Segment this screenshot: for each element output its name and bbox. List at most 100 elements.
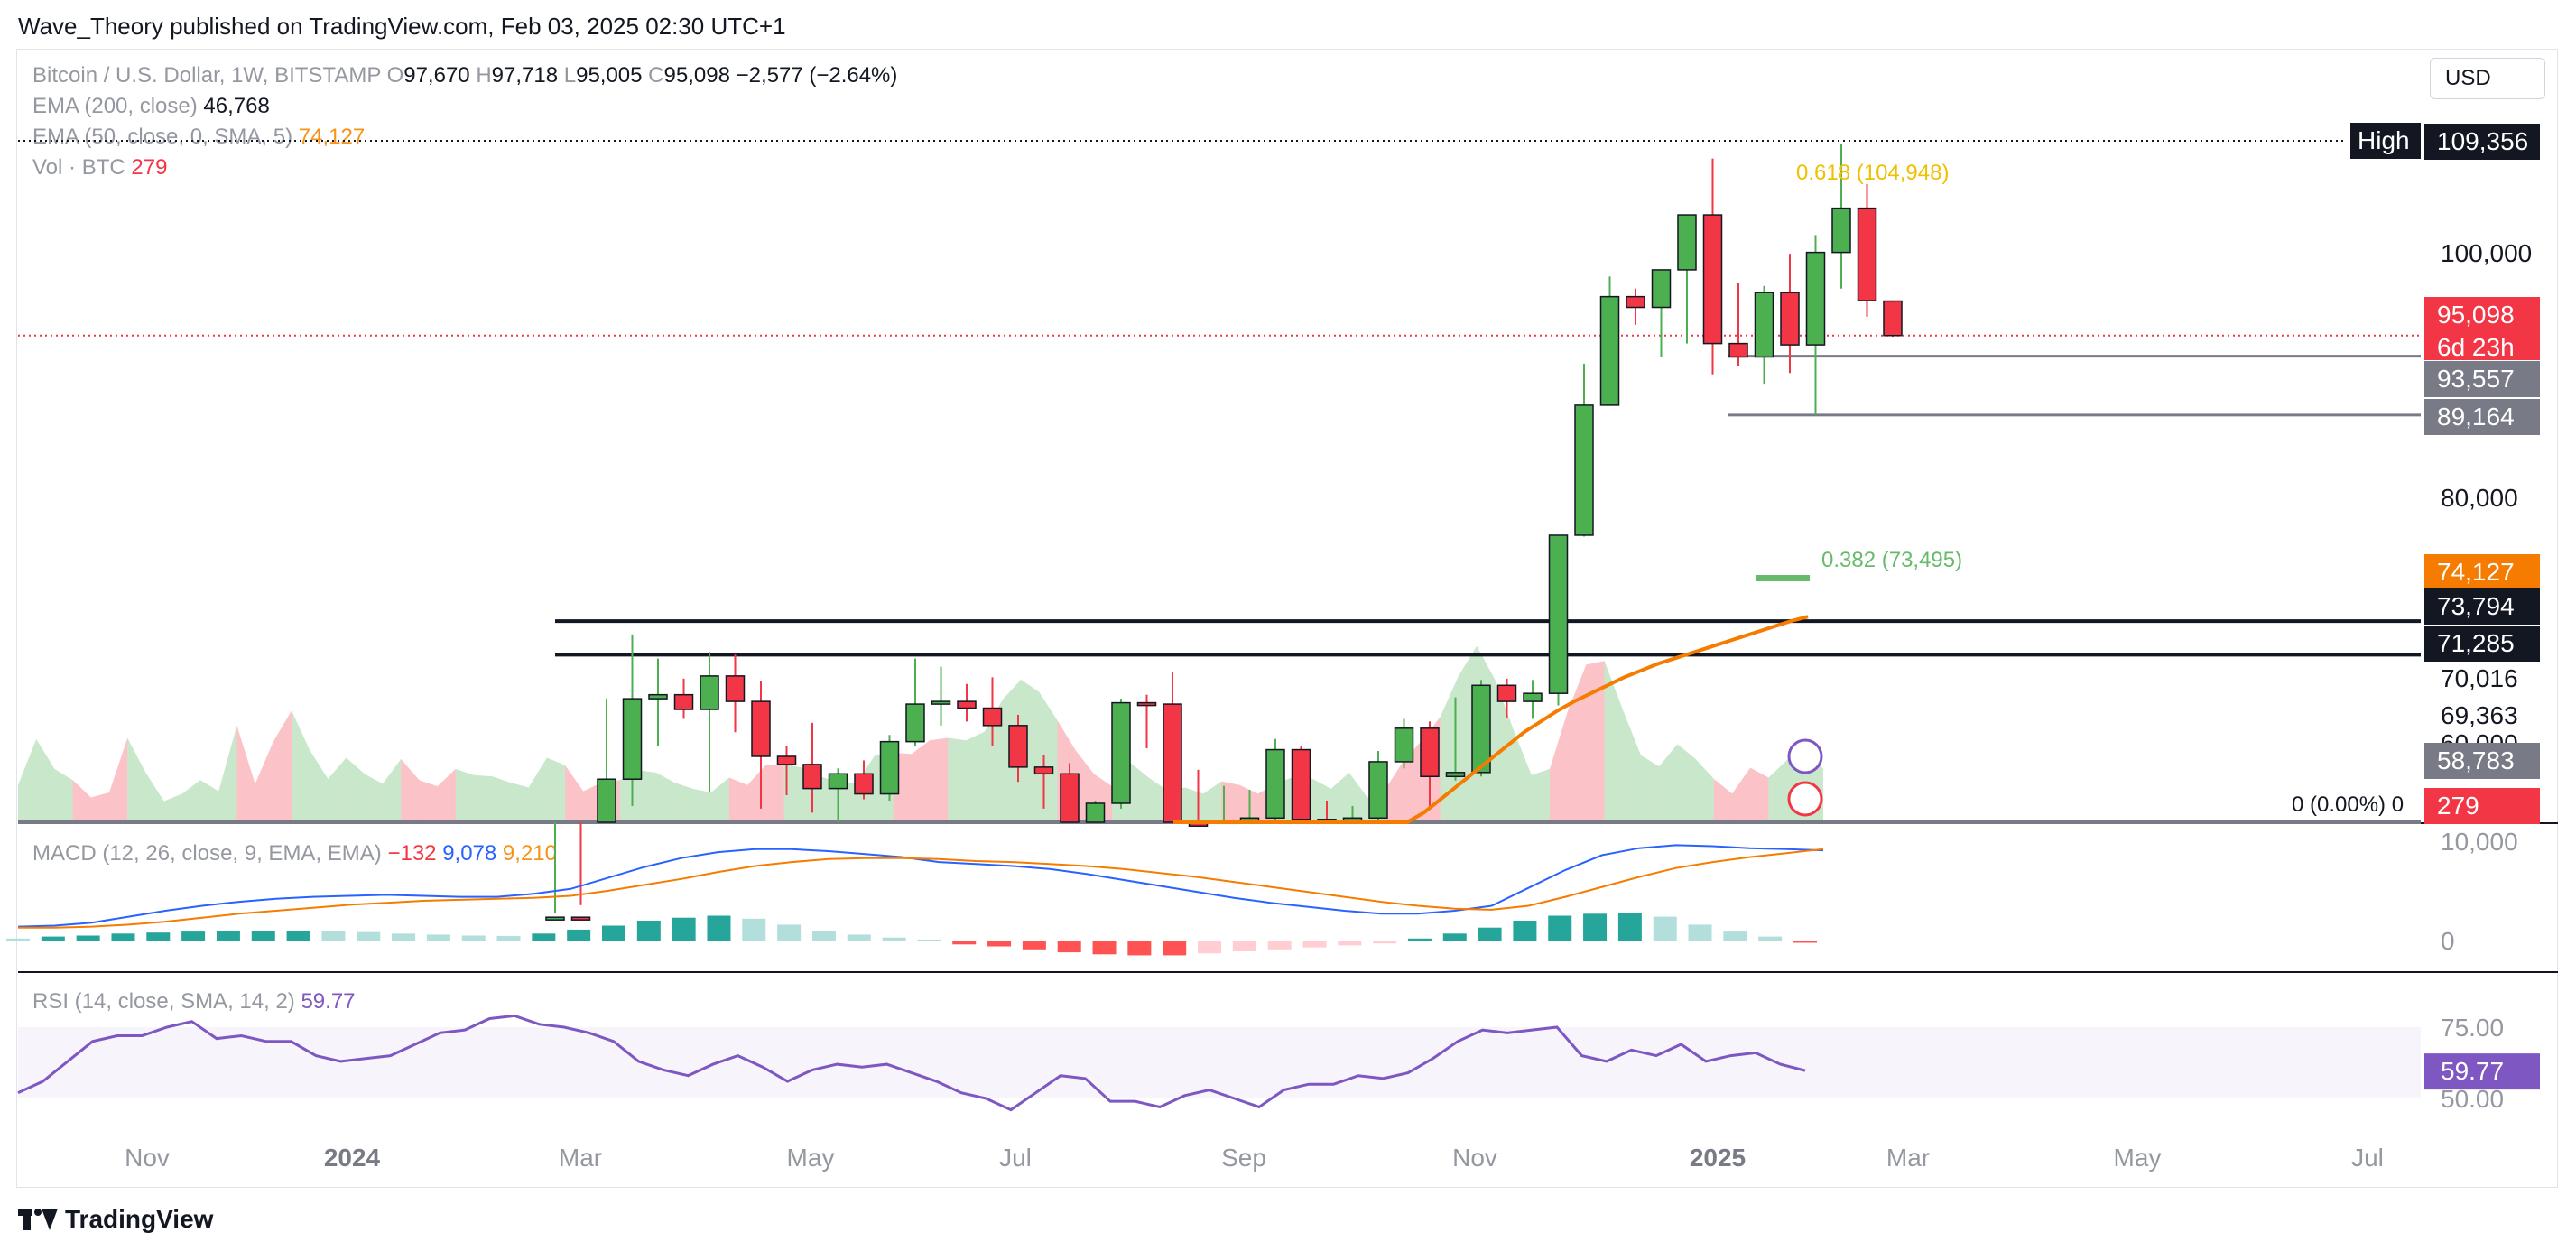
legend-volume: Vol · BTC 279 <box>32 155 167 181</box>
candle-body <box>854 773 874 795</box>
volume-area-segment <box>1513 728 1532 822</box>
legend-ema200-label: EMA (200, close) <box>32 94 198 118</box>
macd-hist-bar <box>461 935 486 941</box>
candle-body <box>776 755 797 765</box>
macd-hist-bar <box>1373 941 1397 944</box>
legend-open: 97,670 <box>403 63 470 88</box>
macd-hist-bar <box>286 931 310 941</box>
volume-area-segment <box>710 777 729 822</box>
macd-axis-tick: 10,000 <box>2441 828 2518 856</box>
volume-area-segment <box>1586 661 1605 822</box>
macd-hist-bar <box>1723 931 1747 941</box>
macd-hist-bar <box>917 939 941 941</box>
legend-close: 95,098 <box>663 63 730 88</box>
publication-header: Wave_Theory published on TradingView.com… <box>18 13 786 40</box>
candle-body <box>1060 773 1080 823</box>
candle-body <box>1265 748 1285 820</box>
candle-body <box>1008 725 1028 768</box>
y-axis-tick: 80,000 <box>2441 484 2518 512</box>
volume-area-segment <box>1221 781 1240 822</box>
volume-area-segment <box>1385 760 1404 822</box>
candle-body <box>700 675 719 710</box>
footer-logo: TradingView <box>18 1205 213 1234</box>
price-tag-value: 89,164 <box>2437 403 2515 431</box>
volume-area-segment <box>1768 760 1787 822</box>
macd-hist-bar <box>1057 941 1081 953</box>
macd-hist-bar <box>567 929 591 941</box>
legend-ohlc: Bitcoin / U.S. Dollar, 1W, BITSTAMP O97,… <box>32 63 897 88</box>
volume-area-segment <box>1495 679 1514 822</box>
fib-618-label: 0.618 (104,948) <box>1796 161 1949 185</box>
volume-area-segment <box>1348 773 1367 822</box>
volume-area-segment <box>656 773 675 822</box>
volume-area-segment <box>546 757 566 822</box>
macd-hist-bar <box>181 931 206 941</box>
macd-hist-bar <box>41 936 65 941</box>
volume-area-segment <box>455 768 475 822</box>
volume-area-segment <box>728 777 748 822</box>
candle-body <box>648 693 668 700</box>
volume-area-segment <box>783 764 802 822</box>
rsi-tag-bg <box>2424 1053 2540 1090</box>
candle-body <box>982 707 1003 727</box>
candle-body <box>1239 817 1260 822</box>
price-tag-value: 74,127 <box>2437 558 2515 586</box>
x-axis-tick: Mar <box>559 1144 602 1172</box>
macd-hist-bar <box>496 936 521 941</box>
volume-area-segment <box>474 774 493 822</box>
macd-hist-bar <box>146 932 171 941</box>
volume-area-segment <box>401 758 420 822</box>
macd-hist-bar <box>1688 924 1712 941</box>
candle-body <box>751 700 771 757</box>
legend-ema50-label: EMA (50, close, 0, SMA, 5) <box>32 125 293 149</box>
volume-area-segment <box>18 738 37 822</box>
zero-annotation: 0 (0.00%) 0 <box>2292 792 2404 817</box>
volume-area-segment <box>181 780 201 822</box>
candle-body <box>931 700 951 705</box>
y-axis-tick: 100,000 <box>2441 239 2532 267</box>
volume-area-segment <box>674 783 693 822</box>
volume-area-segment <box>109 737 128 822</box>
macd-hist-bar <box>847 934 871 941</box>
macd-hist-bar <box>1548 915 1572 941</box>
candle-body <box>1831 207 1851 254</box>
currency-button[interactable]: USD <box>2430 58 2545 99</box>
macd-hist-bar <box>6 938 30 941</box>
y-axis-tick: 69,363 <box>2441 701 2518 729</box>
volume-area-segment <box>437 768 456 822</box>
candle-body <box>1496 684 1517 702</box>
candle-body <box>1805 251 1826 346</box>
price-tag-value: 73,794 <box>2437 592 2515 620</box>
candle-body <box>673 693 694 710</box>
x-axis-tick: 2025 <box>1690 1144 1746 1172</box>
volume-area-segment <box>492 776 511 822</box>
candle-body <box>1702 214 1723 345</box>
macd-hist-bar <box>1338 941 1362 946</box>
macd-hist-bar <box>636 921 661 941</box>
legend-low-label: L <box>563 63 577 88</box>
volume-area-segment <box>984 699 1003 822</box>
macd-hist-bar <box>1478 927 1502 941</box>
volume-area-segment <box>1312 778 1331 822</box>
macd-hist-bar <box>1267 941 1292 950</box>
price-tag-value: 58,783 <box>2437 746 2515 774</box>
macd-hist-bar <box>321 931 346 941</box>
candle-body <box>597 778 616 823</box>
macd-hist-bar <box>251 931 275 941</box>
volume-area-segment <box>1184 787 1204 822</box>
legend-change: −2,577 (−2.64%) <box>736 63 898 88</box>
macd-hist-bar <box>426 934 450 941</box>
candle-body <box>1085 802 1106 823</box>
macd-legend-hist: −132 <box>387 841 437 866</box>
legend-close-label: C <box>648 63 664 88</box>
volume-area-segment <box>127 737 146 822</box>
macd-hist-bar <box>1758 936 1783 941</box>
volume-area-segment <box>72 780 91 822</box>
volume-area-segment <box>948 737 967 822</box>
volume-area-segment <box>1640 755 1660 822</box>
macd-hist-bar <box>1583 913 1608 941</box>
volume-area-segment <box>328 757 347 822</box>
macd-hist-bar <box>811 931 836 941</box>
rsi-legend-value: 59.77 <box>301 989 356 1014</box>
